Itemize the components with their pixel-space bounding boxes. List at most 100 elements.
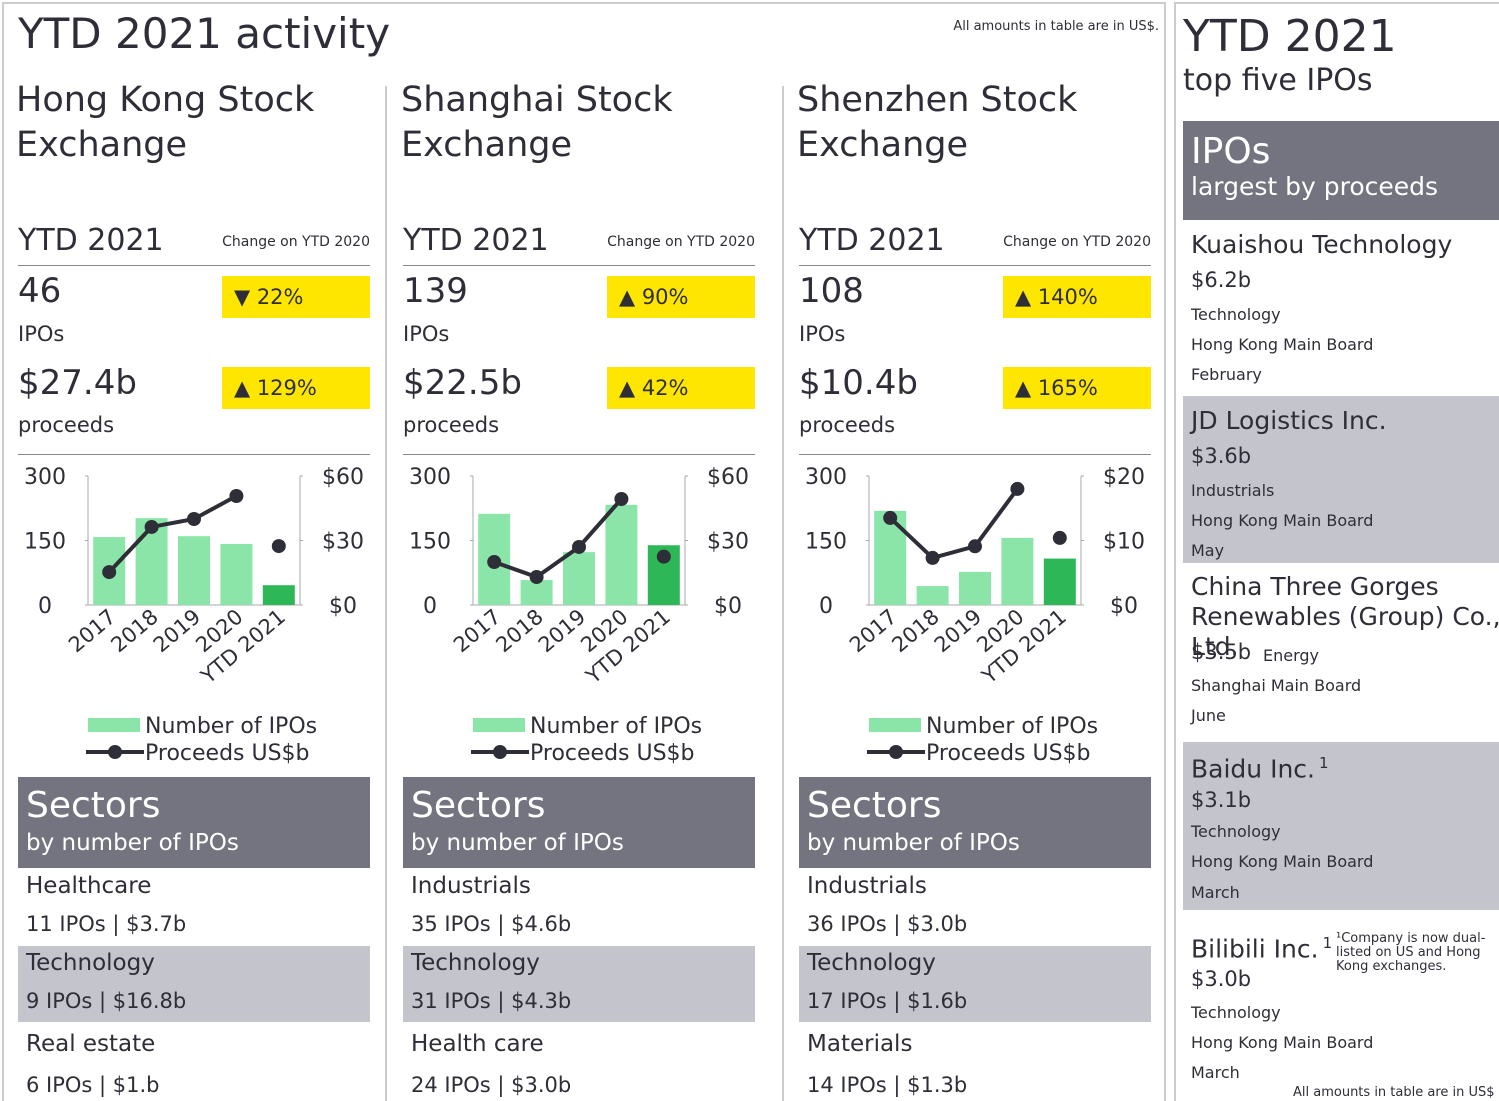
sector-shade xyxy=(403,946,755,1022)
box-subtitle: largest by proceeds xyxy=(1191,172,1439,201)
x-tick-label: 2018 xyxy=(491,604,547,657)
proceeds: $10.4b xyxy=(799,363,918,403)
sector-box xyxy=(799,777,1151,868)
note: All amounts in table are in US$ xyxy=(1293,1085,1495,1100)
x-tick-label: 2017 xyxy=(64,604,120,657)
shade xyxy=(1183,742,1499,910)
y2-tick-label: $60 xyxy=(707,465,749,490)
point xyxy=(656,549,671,564)
change-box: ▲ 140% xyxy=(1003,276,1151,318)
change-label: Change on YTD 2020 xyxy=(1003,234,1151,250)
change-box: ▲ 42% xyxy=(607,367,755,409)
legend-label: Proceeds US$b xyxy=(926,741,1091,766)
y2-tick-label: $30 xyxy=(322,530,364,555)
point xyxy=(487,555,502,569)
change-box: ▲ 90% xyxy=(607,276,755,318)
rule xyxy=(799,454,1151,455)
ipo-sector: Industrials xyxy=(1191,481,1275,500)
page-title: YTD 2021 activity xyxy=(18,9,391,58)
sector-name: Technology xyxy=(26,950,155,976)
sector-name: Industrials xyxy=(411,873,531,899)
sector-detail: 17 IPOs | $1.6b xyxy=(807,989,968,1013)
x-tick-label: 2019 xyxy=(930,604,986,657)
sector-name: Healthcare xyxy=(26,873,152,899)
ipo-proceeds: $6.2b xyxy=(1191,268,1252,292)
bar xyxy=(916,586,949,605)
point xyxy=(271,539,286,554)
rule xyxy=(403,265,755,266)
ipo-proceeds: $3.6b xyxy=(1191,444,1252,468)
point xyxy=(572,539,586,554)
y2-tick-label: $60 xyxy=(322,465,364,490)
note: All amounts in table are in US$. xyxy=(953,19,1159,34)
y2-tick-label: $30 xyxy=(707,530,749,555)
y-tick-label: 0 xyxy=(38,594,52,619)
sector-name: Materials xyxy=(807,1031,913,1057)
bar xyxy=(1043,558,1076,605)
y2-tick-label: $20 xyxy=(1103,465,1145,490)
ipo-month: March xyxy=(1191,1063,1240,1082)
ipo-month: February xyxy=(1191,365,1262,384)
sector-name: Industrials xyxy=(807,873,927,899)
top-subtitle: top five IPOs xyxy=(1183,63,1373,98)
point xyxy=(102,565,117,580)
x-tick-label: 2019 xyxy=(534,604,590,657)
sector-box xyxy=(403,777,755,868)
ipo-month: June xyxy=(1191,706,1226,725)
ipo-sector: Technology xyxy=(1191,822,1281,841)
y-tick-label: 300 xyxy=(24,465,66,490)
y2-tick-label: $0 xyxy=(714,594,742,619)
sector-detail: 36 IPOs | $3.0b xyxy=(807,912,968,936)
ipo-count: 108 xyxy=(799,271,864,311)
sector-subtitle: by number of IPOs xyxy=(411,830,624,856)
bar xyxy=(1001,537,1034,605)
ipo-name: Bilibili Inc. 1 xyxy=(1191,934,1333,964)
sector-name: Health care xyxy=(411,1031,544,1057)
ytd-label: YTD 2021 xyxy=(799,223,945,258)
divider xyxy=(385,86,387,1101)
sector-shade xyxy=(18,946,370,1022)
line xyxy=(888,487,1020,561)
sector-subtitle: by number of IPOs xyxy=(26,830,239,856)
change-label: Change on YTD 2020 xyxy=(222,234,370,250)
legend-swatch xyxy=(108,745,122,759)
sector-subtitle: by number of IPOs xyxy=(807,830,1020,856)
sector-title: Sectors xyxy=(26,785,161,826)
exchange-name: Shenzhen Stock Exchange xyxy=(797,80,1078,165)
box xyxy=(1183,121,1499,220)
ipo-sector: Energy xyxy=(1263,646,1320,665)
sector-name: Technology xyxy=(411,950,540,976)
bar xyxy=(178,536,210,605)
ipo-board: Hong Kong Main Board xyxy=(1191,511,1374,530)
ipo-proceeds: $3.0b xyxy=(1191,967,1252,991)
ipo-proceeds: $3.5b xyxy=(1191,640,1252,664)
bar xyxy=(520,580,553,605)
proceeds-unit: proceeds xyxy=(18,413,115,437)
sector-detail: 11 IPOs | $3.7b xyxy=(26,912,187,936)
ipo-name: JD Logistics Inc. xyxy=(1191,406,1387,435)
legend-label: Proceeds US$b xyxy=(145,741,310,766)
rule xyxy=(799,265,1151,266)
line xyxy=(107,494,238,574)
ipo-month: March xyxy=(1191,883,1240,902)
ipo-unit: IPOs xyxy=(403,322,450,346)
y-tick-label: 0 xyxy=(423,594,437,619)
x-tick-label: 2018 xyxy=(106,604,162,657)
y-tick-label: 300 xyxy=(409,465,451,490)
y2-tick-label: $0 xyxy=(329,594,357,619)
y2-tick-label: $0 xyxy=(1110,594,1138,619)
top-title: YTD 2021 xyxy=(1183,11,1397,62)
x-tick-label: 2019 xyxy=(149,604,205,657)
y-tick-label: 0 xyxy=(819,594,833,619)
sector-detail: 14 IPOs | $1.3b xyxy=(807,1073,968,1097)
proceeds: $22.5b xyxy=(403,363,522,403)
change-box: ▲ 165% xyxy=(1003,367,1151,409)
footnote: ¹Company is now dual-listed on US and Ho… xyxy=(1336,931,1486,974)
divider xyxy=(782,86,784,1101)
exchange-name: Hong Kong Stock Exchange xyxy=(16,80,315,165)
legend-label: Number of IPOs xyxy=(145,714,317,739)
change-label: Change on YTD 2020 xyxy=(607,234,755,250)
proceeds-unit: proceeds xyxy=(799,413,896,437)
bar xyxy=(959,571,991,605)
